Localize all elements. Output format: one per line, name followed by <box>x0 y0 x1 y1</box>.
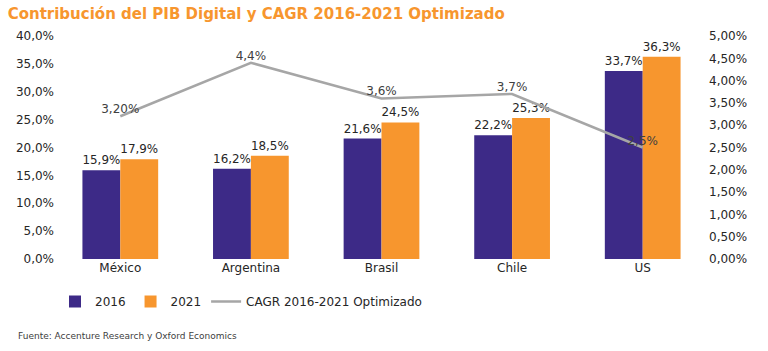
svg-text:3,50%: 3,50% <box>709 96 747 110</box>
svg-text:3,00%: 3,00% <box>709 118 747 132</box>
svg-text:2021: 2021 <box>171 295 202 309</box>
svg-text:10,0%: 10,0% <box>16 196 54 210</box>
svg-text:2,00%: 2,00% <box>709 163 747 177</box>
svg-text:US: US <box>634 261 650 275</box>
svg-text:22,2%: 22,2% <box>474 118 512 132</box>
svg-text:25,0%: 25,0% <box>16 113 54 127</box>
svg-text:Chile: Chile <box>497 261 527 275</box>
svg-text:36,3%: 36,3% <box>643 40 681 54</box>
svg-text:4,00%: 4,00% <box>709 74 747 88</box>
svg-text:Brasil: Brasil <box>365 261 398 275</box>
svg-text:18,5%: 18,5% <box>251 139 289 153</box>
svg-text:1,50%: 1,50% <box>709 185 747 199</box>
svg-text:3,7%: 3,7% <box>497 80 527 94</box>
svg-text:20,0%: 20,0% <box>16 141 54 155</box>
svg-text:Fuente: Accenture Research y O: Fuente: Accenture Research y Oxford Econ… <box>18 331 237 341</box>
svg-text:3,6%: 3,6% <box>366 84 397 98</box>
svg-text:30,0%: 30,0% <box>16 85 54 99</box>
svg-text:México: México <box>99 261 141 275</box>
svg-text:4,4%: 4,4% <box>236 49 267 63</box>
svg-text:1,00%: 1,00% <box>709 208 747 222</box>
svg-text:Argentina: Argentina <box>222 261 281 275</box>
svg-text:5,0%: 5,0% <box>24 224 55 238</box>
svg-text:2016: 2016 <box>95 295 126 309</box>
svg-text:24,5%: 24,5% <box>382 105 420 119</box>
svg-text:2,5%: 2,5% <box>627 134 658 148</box>
svg-text:4,50%: 4,50% <box>709 52 747 66</box>
svg-text:33,7%: 33,7% <box>605 54 643 68</box>
svg-text:35,0%: 35,0% <box>16 57 54 71</box>
svg-text:40,0%: 40,0% <box>16 29 54 43</box>
svg-text:17,9%: 17,9% <box>120 142 158 156</box>
svg-text:0,00%: 0,00% <box>709 252 747 266</box>
svg-text:3,20%: 3,20% <box>101 102 139 116</box>
svg-text:0,0%: 0,0% <box>24 252 55 266</box>
svg-text:Contribución del PIB Digital y: Contribución del PIB Digital y CAGR 2016… <box>8 5 505 23</box>
svg-text:0,50%: 0,50% <box>709 230 747 244</box>
svg-text:15,0%: 15,0% <box>16 169 54 183</box>
svg-text:5,00%: 5,00% <box>709 29 747 43</box>
svg-text:2,50%: 2,50% <box>709 141 747 155</box>
svg-text:25,3%: 25,3% <box>512 101 550 115</box>
svg-text:CAGR 2016-2021 Optimizado: CAGR 2016-2021 Optimizado <box>246 295 422 309</box>
svg-text:21,6%: 21,6% <box>344 122 382 136</box>
svg-text:15,9%: 15,9% <box>82 153 120 167</box>
svg-text:16,2%: 16,2% <box>213 152 251 166</box>
